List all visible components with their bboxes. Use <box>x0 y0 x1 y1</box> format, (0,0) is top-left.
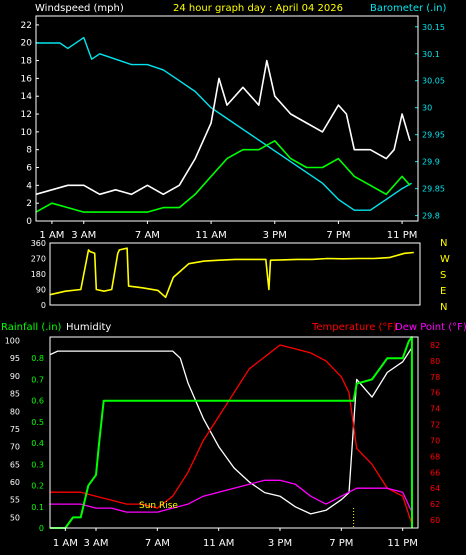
temperature-tick-label: 80 <box>430 357 440 366</box>
humidity-tick-label: 70 <box>10 443 20 452</box>
temperature-tick-label: 68 <box>430 452 440 461</box>
direction-plot-frame <box>49 242 421 306</box>
windspeed-tick-label: 6 <box>26 164 32 174</box>
windspeed-tick-label: 10 <box>21 128 33 138</box>
direction-tick-label: 270 <box>31 255 46 264</box>
temperature-tick-label: 70 <box>430 436 440 445</box>
humidity-tick-label: 95 <box>10 354 20 363</box>
windspeed-tick-label: 12 <box>21 110 32 120</box>
barometer-tick-label: 30.15 <box>422 23 445 32</box>
windspeed-tick-label: 18 <box>21 57 33 67</box>
rainfall-tick-label: 0 <box>39 524 44 533</box>
rainfall-tick-label: 0.5 <box>31 418 44 427</box>
time-tick-label: 3 AM <box>83 538 108 549</box>
barometer-tick-label: 30.05 <box>422 77 445 86</box>
time-tick-label: 7 AM <box>145 538 170 549</box>
rainfall-tick-label: 0.6 <box>31 397 44 406</box>
time-tick-label: 3 AM <box>71 230 96 241</box>
temperature-tick-label: 72 <box>430 421 440 430</box>
rainfall-tick-label: 0.8 <box>31 354 44 363</box>
temperature-tick-label: 78 <box>430 373 440 382</box>
series-rainfall <box>50 336 413 529</box>
humidity-tick-label: 55 <box>10 496 20 505</box>
compass-label: W <box>440 254 450 265</box>
time-tick-label: 1 AM <box>53 538 78 549</box>
barometer-tick-label: 29.8 <box>422 212 440 221</box>
humidity-tick-label: 80 <box>10 407 20 416</box>
windspeed-tick-label: 4 <box>26 181 32 191</box>
humidity-tick-label: 60 <box>10 478 20 487</box>
windspeed-axis-title: Windspeed (mph) <box>35 3 124 14</box>
barometer-tick-label: 30 <box>422 104 432 113</box>
temperature-tick-label: 82 <box>430 341 440 350</box>
windspeed-tick-label: 16 <box>21 74 33 84</box>
temperature-axis-title: Temperature (°F) <box>311 322 397 333</box>
direction-tick-label: 90 <box>36 286 46 295</box>
time-tick-label: 1 AM <box>39 230 64 241</box>
windspeed-plot-frame <box>35 15 419 222</box>
direction-tick-label: 180 <box>31 270 46 279</box>
series-dew-point <box>50 479 413 513</box>
compass-label: S <box>440 270 446 281</box>
temperature-tick-label: 74 <box>430 405 440 414</box>
humidity-plot-frame <box>49 336 419 529</box>
rainfall-tick-label: 0.4 <box>31 439 44 448</box>
series-humidity <box>49 347 413 515</box>
rainfall-axis-title: Rainfall (.in) <box>1 322 62 333</box>
windspeed-tick-label: 8 <box>26 146 32 156</box>
humidity-tick-label: 65 <box>10 460 20 469</box>
series-temperature <box>50 344 413 525</box>
rainfall-tick-label: 0.2 <box>31 482 44 491</box>
barometer-tick-label: 29.95 <box>422 131 445 140</box>
compass-label: E <box>440 286 446 297</box>
series-wind-direction <box>49 247 414 299</box>
windspeed-tick-label: 14 <box>21 92 33 102</box>
rainfall-tick-label: 0.7 <box>31 375 44 384</box>
time-tick-label: 11 PM <box>387 538 418 549</box>
rainfall-tick-label: 0.1 <box>31 503 44 512</box>
barometer-tick-label: 30.1 <box>422 50 440 59</box>
direction-tick-label: 360 <box>31 239 46 248</box>
dewpoint-axis-title: Dew Point (°F) <box>395 322 466 333</box>
series-wind-avg <box>35 140 411 213</box>
temperature-tick-label: 76 <box>430 389 440 398</box>
time-tick-label: 7 AM <box>135 230 160 241</box>
temperature-tick-label: 62 <box>430 500 440 509</box>
direction-tick-label: 0 <box>41 301 46 310</box>
time-tick-label: 11 AM <box>203 538 234 549</box>
rainfall-tick-label: 0.3 <box>31 460 44 469</box>
humidity-tick-label: 90 <box>10 372 20 381</box>
humidity-tick-label: 75 <box>10 425 20 434</box>
series-wind-gust <box>35 59 411 196</box>
graph-title: 24 hour graph day : April 04 2026 <box>173 3 343 14</box>
sunrise-annotation: Sun Rise <box>139 501 178 511</box>
humidity-tick-label: 50 <box>10 513 20 522</box>
compass-label: N <box>440 238 447 249</box>
temperature-tick-label: 60 <box>430 516 440 525</box>
windspeed-tick-label: 20 <box>21 39 33 49</box>
barometer-axis-title: Barometer (.in) <box>370 3 446 14</box>
barometer-tick-label: 29.85 <box>422 185 445 194</box>
time-tick-label: 7 PM <box>326 230 350 241</box>
time-tick-label: 7 PM <box>329 538 353 549</box>
windspeed-tick-label: 0 <box>26 217 32 227</box>
time-tick-label: 3 PM <box>263 230 287 241</box>
time-tick-label: 3 PM <box>268 538 292 549</box>
temperature-tick-label: 66 <box>430 468 440 477</box>
time-tick-label: 11 AM <box>195 230 226 241</box>
barometer-tick-label: 29.9 <box>422 158 440 167</box>
temperature-tick-label: 64 <box>430 484 440 493</box>
time-tick-label: 11 PM <box>387 230 418 241</box>
humidity-tick-label: 85 <box>10 390 20 399</box>
windspeed-tick-label: 22 <box>21 21 32 31</box>
series-barometer <box>36 36 412 211</box>
humidity-axis-title: Humidity <box>66 322 111 333</box>
windspeed-tick-label: 2 <box>26 199 32 209</box>
humidity-tick-label: 100 <box>5 337 20 346</box>
compass-label: N <box>440 302 447 313</box>
